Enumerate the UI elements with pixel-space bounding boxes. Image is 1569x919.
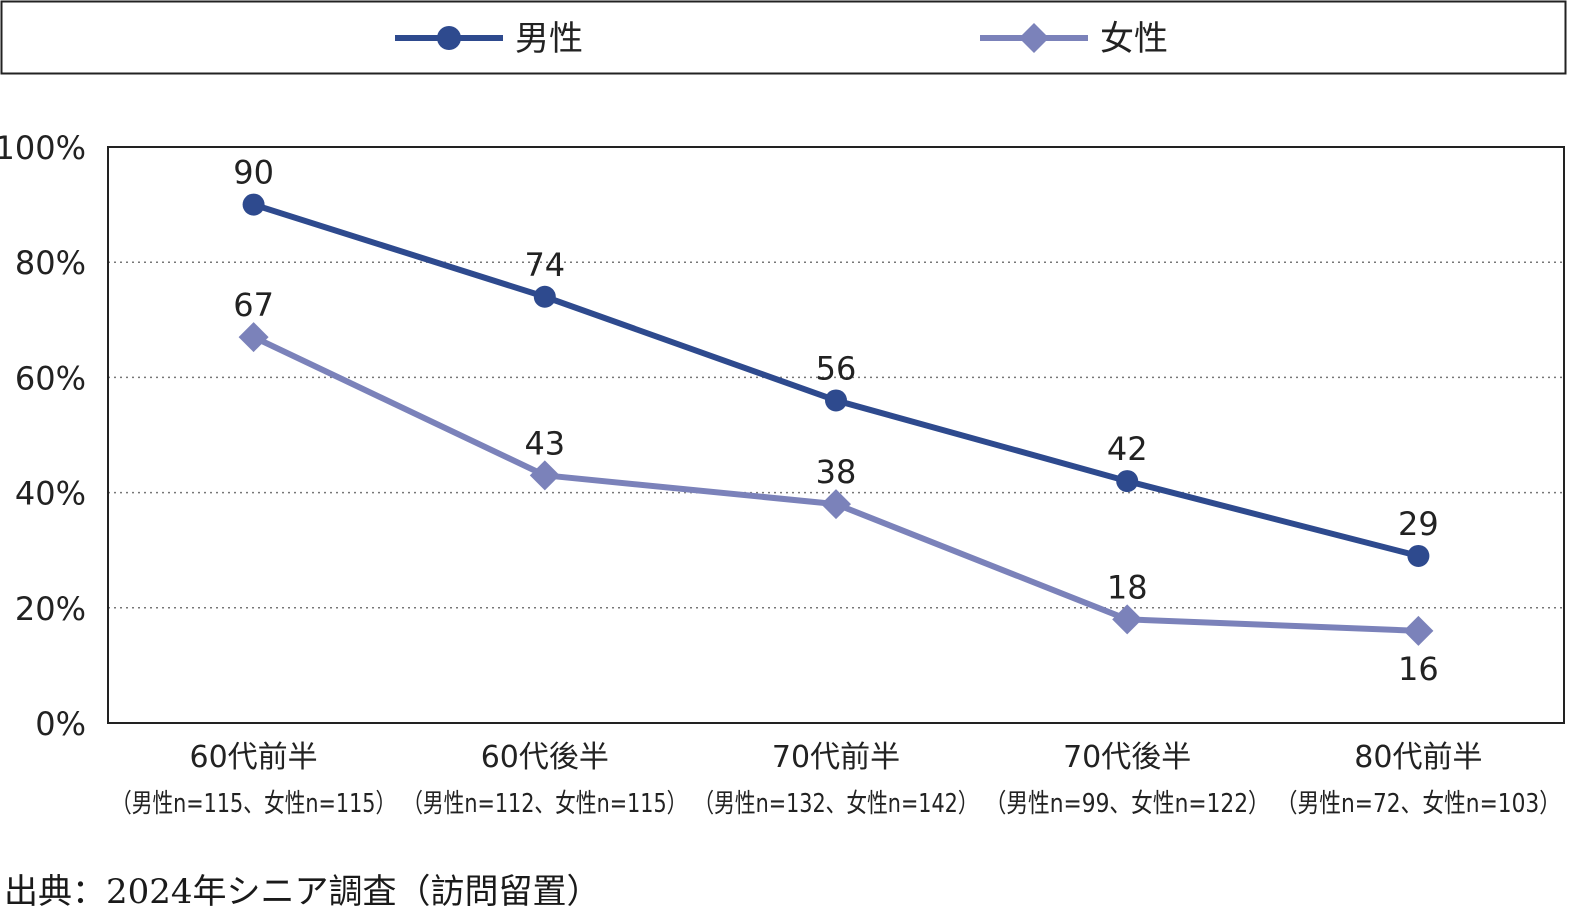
legend-box	[0, 0, 1567, 75]
data-point	[821, 489, 851, 520]
data-point	[1116, 470, 1139, 493]
x-tick-sublabel: （男性n=72、女性n=103）	[1276, 789, 1561, 819]
data-point	[529, 460, 560, 491]
data-label: 56	[816, 349, 857, 387]
x-tick-sublabel: （男性n=99、女性n=122）	[985, 789, 1270, 819]
x-tick-label: 80代前半	[1354, 740, 1482, 775]
y-tick-label: 40%	[15, 475, 86, 513]
data-point	[1407, 544, 1430, 567]
x-tick-label: 60代前半	[190, 740, 318, 775]
data-label: 74	[524, 246, 565, 284]
data-point	[1112, 604, 1143, 635]
x-tick-label: 60代後半	[481, 740, 609, 775]
data-label: 18	[1107, 568, 1148, 606]
x-tick-sublabel: （男性n=115、女性n=115）	[111, 789, 396, 819]
legend: 男性 女性	[0, 0, 1567, 75]
data-label: 42	[1107, 430, 1148, 468]
data-label: 43	[524, 424, 565, 462]
y-tick-label: 80%	[15, 244, 86, 282]
grid	[107, 146, 1565, 724]
data-point	[533, 285, 556, 308]
source-note: 出典：2024年シニア調査（訪問留置）	[4, 872, 601, 912]
series-group: 90 74 56 42 29 67 43 38 18 16	[233, 154, 1439, 688]
x-axis: 60代前半 （男性n=115、女性n=115） 60代後半 （男性n=112、女性n=…	[111, 740, 1561, 819]
y-tick-label: 100%	[0, 129, 86, 167]
x-tick-label: 70代後半	[1063, 740, 1191, 775]
line-chart: 男性 女性 0% 20% 40% 60% 80% 100% 60代前半 （男性n=115、女性…	[0, 0, 1567, 819]
data-label: 38	[816, 453, 857, 491]
data-point	[1403, 615, 1434, 646]
x-tick-sublabel: （男性n=132、女性n=142）	[693, 789, 978, 819]
y-axis: 0% 20% 40% 60% 80% 100%	[0, 129, 86, 743]
legend-marker-1	[437, 26, 461, 50]
y-tick-label: 0%	[35, 705, 86, 743]
legend-label-2: 女性	[1100, 19, 1168, 59]
y-tick-label: 20%	[15, 590, 86, 628]
y-tick-label: 60%	[15, 359, 86, 397]
data-label: 90	[233, 154, 274, 192]
legend-marker-2	[1019, 23, 1049, 53]
data-point	[238, 322, 269, 353]
legend-label-1: 男性	[515, 19, 583, 59]
data-point	[825, 389, 847, 412]
data-label: 29	[1398, 505, 1439, 543]
data-label: 67	[233, 286, 274, 324]
x-tick-sublabel: （男性n=112、女性n=115）	[402, 789, 687, 819]
x-tick-label: 70代前半	[772, 740, 900, 775]
plot-frame	[107, 146, 1565, 724]
data-label: 16	[1398, 650, 1439, 688]
data-point	[242, 193, 265, 216]
